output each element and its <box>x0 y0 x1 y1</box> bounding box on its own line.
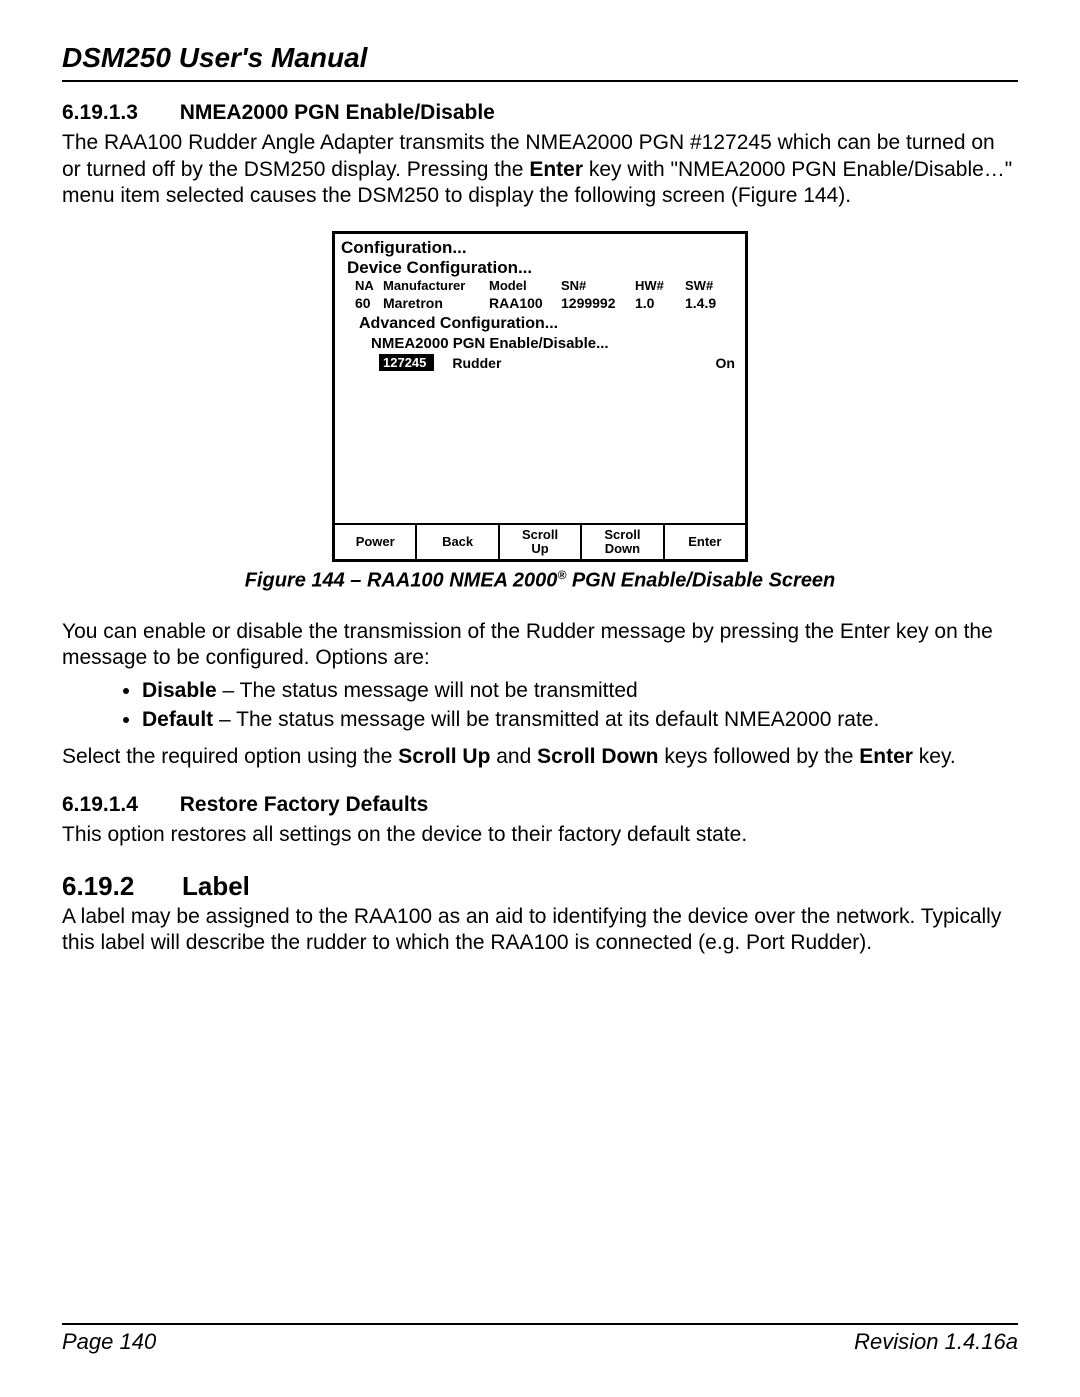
page-title: DSM250 User's Manual <box>62 42 1018 74</box>
device-table-row: 60 Maretron RAA100 1299992 1.0 1.4.9 <box>341 295 739 311</box>
col-sn: SN# <box>561 278 635 293</box>
paragraph-text: A label may be assigned to the RAA100 as… <box>62 904 1018 957</box>
enter-button-label: Enter <box>688 535 721 549</box>
scroll-up-word: Scroll Up <box>398 745 490 768</box>
cell-model: RAA100 <box>489 295 561 311</box>
pgn-row: 127245 Rudder On <box>341 354 739 371</box>
section-6-19-1-3: 6.19.1.3 NMEA2000 PGN Enable/Disable <box>62 100 1018 126</box>
col-manufacturer: Manufacturer <box>383 278 489 293</box>
paragraph-text: Select the required option using the Scr… <box>62 744 1018 770</box>
list-item: Default – The status message will be tra… <box>142 706 1018 734</box>
col-model: Model <box>489 278 561 293</box>
col-sw: SW# <box>685 278 731 293</box>
pgn-label: Rudder <box>452 355 501 371</box>
figcaption-text: PGN Enable/Disable Screen <box>566 570 835 592</box>
cell-manufacturer: Maretron <box>383 295 489 311</box>
enter-button[interactable]: Enter <box>665 525 745 559</box>
page-number: Page 140 <box>62 1329 156 1355</box>
scroll-up-label-2: Up <box>531 542 548 556</box>
figure-wrap: Configuration... Device Configuration...… <box>62 231 1018 562</box>
list-item: Disable – The status message will not be… <box>142 677 1018 705</box>
section-6-19-1-4: 6.19.1.4 Restore Factory Defaults <box>62 792 1018 818</box>
section-number: 6.19.1.3 <box>62 101 138 124</box>
pgn-number-selected[interactable]: 127245 <box>379 354 434 371</box>
section-6-19-2: 6.19.2Label <box>62 871 1018 902</box>
option-text: – The status message will be transmitted… <box>213 708 879 731</box>
option-default: Default <box>142 708 213 731</box>
text-fragment: key. <box>913 745 956 768</box>
registered-mark: ® <box>557 568 566 582</box>
scroll-down-label-2: Down <box>605 542 640 556</box>
device-screen: Configuration... Device Configuration...… <box>332 231 748 562</box>
option-text: – The status message will not be transmi… <box>217 679 638 702</box>
enter-word: Enter <box>859 745 913 768</box>
section-heading: Restore Factory Defaults <box>180 793 429 816</box>
section-heading: Label <box>182 871 250 901</box>
section-heading: NMEA2000 PGN Enable/Disable <box>180 101 495 124</box>
scroll-down-label-1: Scroll <box>604 528 640 542</box>
breadcrumb-advanced-configuration: Advanced Configuration... <box>341 315 739 333</box>
options-list: Disable – The status message will not be… <box>62 677 1018 734</box>
pgn-state: On <box>716 355 735 371</box>
footer-rule <box>62 1323 1018 1325</box>
power-button-label: Power <box>356 535 395 549</box>
back-button[interactable]: Back <box>417 525 499 559</box>
enter-key-word: Enter <box>529 158 583 181</box>
section-number: 6.19.2 <box>62 871 182 902</box>
section-number: 6.19.1.4 <box>62 793 138 816</box>
page-footer: Page 140 Revision 1.4.16a <box>62 1323 1018 1355</box>
cell-sw: 1.4.9 <box>685 295 731 311</box>
scroll-up-label-1: Scroll <box>522 528 558 542</box>
cell-na: 60 <box>355 295 383 311</box>
scroll-down-word: Scroll Down <box>537 745 658 768</box>
text-fragment: and <box>490 745 537 768</box>
manual-page: DSM250 User's Manual 6.19.1.3 NMEA2000 P… <box>0 0 1080 1397</box>
cell-sn: 1299992 <box>561 295 635 311</box>
scroll-up-button[interactable]: Scroll Up <box>500 525 582 559</box>
footer-row: Page 140 Revision 1.4.16a <box>62 1329 1018 1355</box>
paragraph-text: You can enable or disable the transmissi… <box>62 619 1018 672</box>
col-na: NA <box>355 278 383 293</box>
figure-caption: Figure 144 – RAA100 NMEA 2000® PGN Enabl… <box>62 568 1018 593</box>
header-rule <box>62 80 1018 82</box>
section-paragraph: The RAA100 Rudder Angle Adapter transmit… <box>62 130 1018 209</box>
text-fragment: keys followed by the <box>659 745 860 768</box>
text-fragment: Select the required option using the <box>62 745 398 768</box>
device-screen-body: Configuration... Device Configuration...… <box>335 234 745 523</box>
cell-hw: 1.0 <box>635 295 685 311</box>
screen-blank-area <box>341 371 739 521</box>
device-table-header: NA Manufacturer Model SN# HW# SW# <box>341 278 739 293</box>
power-button[interactable]: Power <box>335 525 417 559</box>
col-hw: HW# <box>635 278 685 293</box>
revision: Revision 1.4.16a <box>854 1329 1018 1355</box>
scroll-down-button[interactable]: Scroll Down <box>582 525 664 559</box>
breadcrumb-nmea2000-pgn: NMEA2000 PGN Enable/Disable... <box>341 335 739 352</box>
breadcrumb-device-configuration: Device Configuration... <box>341 258 739 278</box>
softkey-bar: Power Back Scroll Up Scroll Down Enter <box>335 523 745 559</box>
back-button-label: Back <box>442 535 473 549</box>
figcaption-text: Figure 144 – RAA100 NMEA 2000 <box>245 570 558 592</box>
breadcrumb-configuration: Configuration... <box>341 238 739 258</box>
option-disable: Disable <box>142 679 217 702</box>
paragraph-text: This option restores all settings on the… <box>62 822 1018 848</box>
